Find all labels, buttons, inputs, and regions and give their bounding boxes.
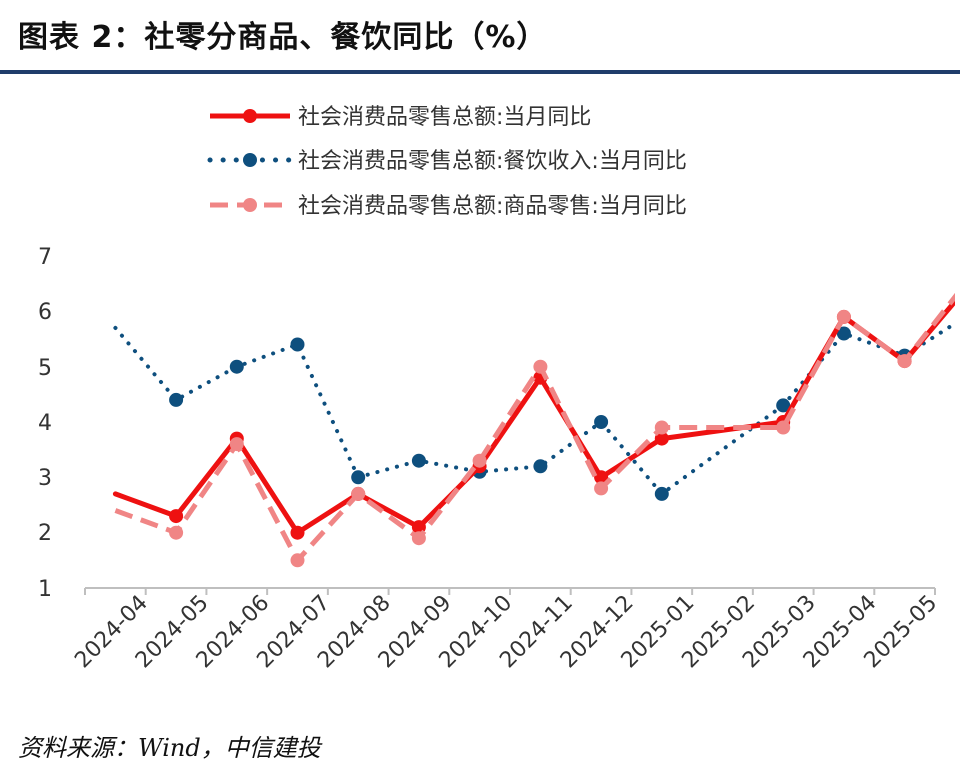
x-axis: 2024-042024-052024-062024-072024-082024-… (70, 587, 942, 673)
data-point-total (169, 509, 184, 524)
data-point-goods (897, 354, 912, 369)
data-point-total (594, 470, 609, 485)
data-point-catering (776, 398, 791, 413)
chart-title: 图表 2：社零分商品、餐饮同比（%） (18, 20, 548, 55)
data-point-goods (229, 437, 244, 452)
series-line-catering (113, 321, 955, 496)
legend-item-goods[interactable]: 社会消费品零售总额:商品零售:当月同比 (210, 194, 687, 219)
data-point-goods (351, 486, 366, 501)
series-total (112, 297, 955, 540)
series-layer (112, 292, 955, 568)
data-point-catering (169, 392, 184, 407)
data-point-catering (836, 326, 851, 341)
legend-marker-goods (243, 198, 257, 212)
y-axis: 7 6 5 4 3 2 1 (38, 245, 52, 602)
series-line-goods (114, 292, 955, 563)
legend-item-total[interactable]: 社会消费品零售总额:当月同比 (210, 105, 591, 130)
legend-label-catering: 社会消费品零售总额:餐饮收入:当月同比 (298, 149, 687, 174)
legend-marker-catering (243, 153, 257, 167)
data-point-goods (472, 453, 487, 468)
y-tick-label: 7 (38, 245, 52, 270)
y-tick-label: 5 (38, 356, 52, 381)
y-tick-label: 3 (38, 466, 52, 491)
title-divider (0, 70, 960, 74)
data-point-goods (836, 309, 851, 324)
data-point-goods (290, 553, 305, 568)
data-point-total (654, 431, 669, 446)
source-note: 资料来源：Wind，中信建投 (18, 734, 321, 762)
data-point-catering (411, 453, 426, 468)
y-tick-label: 2 (38, 521, 52, 546)
data-point-catering (594, 415, 609, 429)
series-goods (114, 292, 955, 568)
y-tick-label: 6 (38, 300, 52, 325)
legend-item-catering[interactable]: 社会消费品零售总额:餐饮收入:当月同比 (207, 149, 687, 174)
data-point-goods (594, 481, 609, 496)
y-tick-label: 4 (38, 411, 52, 436)
data-point-goods (411, 531, 426, 546)
legend: 社会消费品零售总额:当月同比 社会消费品零售总额:餐饮收入:当月同比 社会消费品… (207, 105, 687, 219)
y-tick-label: 1 (38, 577, 52, 602)
data-point-total (290, 525, 305, 540)
legend-label-total: 社会消费品零售总额:当月同比 (298, 105, 591, 130)
data-point-goods (169, 525, 184, 540)
data-point-catering (654, 486, 669, 501)
data-point-goods (776, 420, 791, 435)
data-point-catering (290, 337, 305, 352)
legend-label-goods: 社会消费品零售总额:商品零售:当月同比 (298, 194, 687, 219)
legend-marker-total (243, 109, 257, 123)
data-point-goods (654, 420, 669, 435)
data-point-catering (533, 459, 548, 474)
data-point-catering (351, 470, 366, 485)
data-point-goods (533, 359, 548, 374)
data-point-catering (229, 359, 244, 374)
series-line-total (112, 297, 955, 536)
